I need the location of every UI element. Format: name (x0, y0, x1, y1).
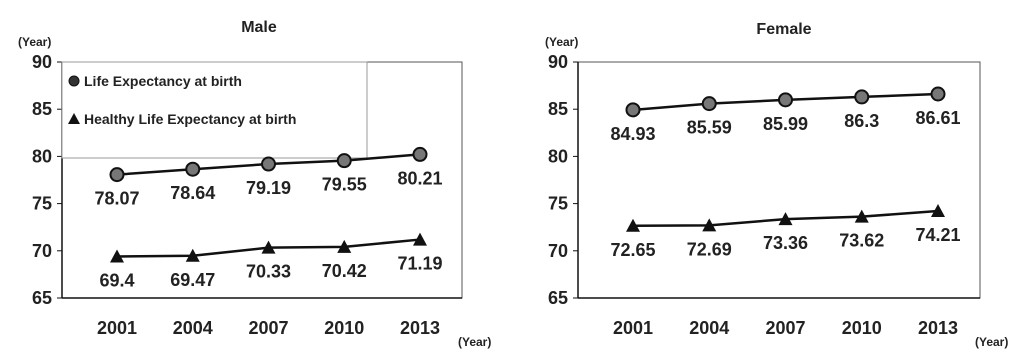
data-point-triangle (261, 240, 276, 254)
data-point-triangle (110, 249, 124, 263)
data-point-circle (185, 161, 201, 177)
data-label: 71.19 (397, 254, 442, 274)
x-tick-label: 2013 (400, 318, 440, 338)
legend-box (61, 61, 368, 159)
data-label: 70.42 (322, 261, 367, 281)
data-point-triangle (931, 204, 945, 218)
x-axis-unit: (Year) (458, 335, 491, 349)
data-label: 85.99 (763, 114, 808, 134)
data-label: 73.62 (839, 231, 884, 251)
data-label: 69.4 (99, 270, 134, 290)
legend-entry: Healthy Life Expectancy at birth (84, 111, 296, 127)
data-point-circle (930, 86, 946, 102)
data-label: 84.93 (610, 124, 655, 144)
data-label: 80.21 (397, 168, 442, 188)
chart-title: Male (241, 19, 277, 36)
data-label: 70.33 (246, 262, 291, 282)
data-point-circle (412, 146, 428, 162)
data-label: 78.64 (170, 183, 215, 203)
y-tick-label: 75 (548, 194, 568, 214)
x-axis-unit: (Year) (975, 335, 1008, 349)
data-label: 73.36 (763, 233, 808, 253)
data-label: 85.59 (687, 118, 732, 138)
y-tick-label: 65 (32, 288, 52, 308)
y-axis-unit: (Year) (545, 35, 578, 49)
y-tick-label: 85 (32, 99, 52, 119)
x-tick-label: 2007 (765, 318, 805, 338)
legend-triangle-marker (68, 113, 80, 124)
y-tick-label: 65 (548, 288, 568, 308)
data-point-circle (261, 156, 276, 172)
data-point-triangle (778, 212, 793, 226)
legend-circle-marker (68, 75, 80, 87)
data-point-triangle (702, 218, 717, 232)
y-tick-label: 75 (32, 194, 52, 214)
data-label: 86.3 (844, 111, 879, 131)
data-label: 78.07 (94, 189, 139, 209)
data-point-triangle (185, 248, 200, 262)
y-tick-label: 90 (548, 52, 568, 72)
x-tick-label: 2004 (689, 318, 729, 338)
data-point-triangle (413, 232, 427, 246)
data-label: 86.61 (915, 108, 960, 128)
x-tick-label: 2013 (918, 318, 958, 338)
data-label: 69.47 (170, 270, 215, 290)
y-axis-unit: (Year) (18, 35, 51, 49)
data-point-triangle (854, 209, 869, 223)
x-tick-label: 2010 (324, 318, 364, 338)
y-tick-label: 80 (548, 146, 568, 166)
legend-entry: Life Expectancy at birth (84, 73, 242, 89)
data-point-triangle (337, 239, 352, 253)
data-point-circle (336, 153, 352, 169)
data-point-circle (701, 96, 717, 112)
data-point-circle (109, 167, 125, 183)
data-point-triangle (626, 218, 640, 232)
x-tick-label: 2010 (842, 318, 882, 338)
x-tick-label: 2007 (248, 318, 288, 338)
data-point-circle (854, 89, 870, 105)
chart-title: Female (756, 21, 811, 38)
x-tick-label: 2001 (613, 318, 653, 338)
data-label: 79.19 (246, 178, 291, 198)
data-label: 74.21 (915, 225, 960, 245)
chart-panel-1: Male (Year) (Year) 90 85 80 75 70 65 2001 2004 2007… (18, 19, 491, 349)
data-label: 72.65 (610, 240, 655, 260)
x-tick-label: 2004 (173, 318, 213, 338)
x-tick-label: 2001 (97, 318, 137, 338)
y-tick-label: 70 (32, 241, 52, 261)
y-tick-label: 80 (32, 146, 52, 166)
data-point-circle (625, 102, 641, 118)
data-label: 79.55 (322, 175, 367, 195)
y-tick-label: 70 (548, 241, 568, 261)
y-tick-label: 85 (548, 99, 568, 119)
y-tick-label: 90 (32, 52, 52, 72)
chart-panel-2: Female (Year) (Year) 90 85 80 75 70 65 2001 2004 20… (545, 21, 1008, 349)
data-point-circle (778, 92, 793, 108)
data-label: 72.69 (687, 239, 732, 259)
